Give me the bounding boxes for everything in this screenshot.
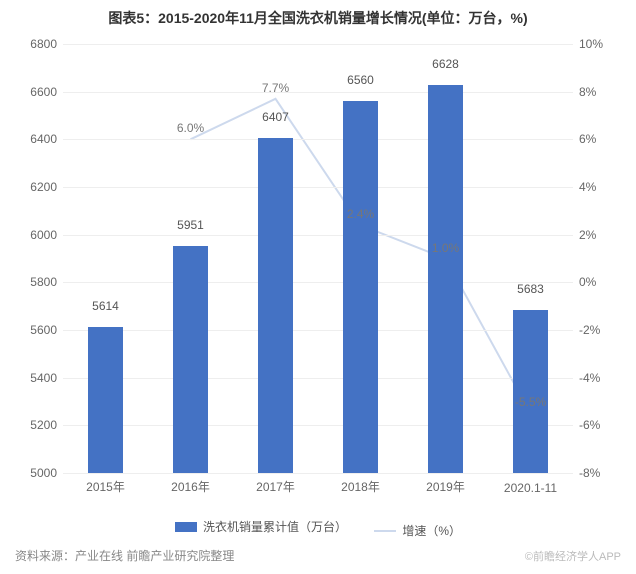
growth-line (63, 44, 573, 473)
y2-tick: 4% (579, 180, 619, 194)
y2-tick: 0% (579, 275, 619, 289)
bar (428, 85, 464, 473)
y2-tick: -2% (579, 323, 619, 337)
source-text: 资料来源：产业在线 前瞻产业研究院整理 (15, 547, 234, 564)
watermark-text: ©前瞻经济学人APP (525, 548, 621, 564)
y2-tick: -4% (579, 371, 619, 385)
gridline (63, 282, 573, 283)
line-value-label: 6.0% (177, 121, 204, 135)
gridline (63, 235, 573, 236)
gridline (63, 473, 573, 474)
gridline (63, 187, 573, 188)
y2-tick: 8% (579, 85, 619, 99)
bar (343, 101, 379, 473)
gridline (63, 378, 573, 379)
line-value-label: 7.7% (262, 81, 289, 95)
y1-tick: 6600 (17, 85, 57, 99)
bar-value-label: 6407 (262, 110, 289, 124)
x-tick: 2015年 (86, 478, 125, 495)
bar-value-label: 5614 (92, 299, 119, 313)
y1-tick: 5600 (17, 323, 57, 337)
y2-tick: -8% (579, 466, 619, 480)
bar (173, 246, 209, 473)
legend-line: 增速（%） (374, 522, 461, 539)
gridline (63, 425, 573, 426)
legend-bar-label: 洗衣机销量累计值（万台） (203, 518, 347, 535)
y1-tick: 5800 (17, 275, 57, 289)
line-value-label: 1.0% (432, 240, 459, 254)
gridline (63, 92, 573, 93)
legend: 洗衣机销量累计值（万台） 增速（%） (0, 518, 636, 539)
y1-tick: 5000 (17, 466, 57, 480)
y1-tick: 6800 (17, 37, 57, 51)
bar (513, 310, 549, 473)
y1-tick: 5200 (17, 418, 57, 432)
gridline (63, 44, 573, 45)
x-tick: 2016年 (171, 478, 210, 495)
line-swatch (374, 530, 396, 532)
chart-title: 图表5：2015-2020年11月全国洗衣机销量增长情况(单位：万台，%) (0, 0, 636, 28)
x-tick: 2018年 (341, 478, 380, 495)
bar (258, 138, 294, 473)
y1-tick: 5400 (17, 371, 57, 385)
y1-tick: 6400 (17, 132, 57, 146)
y1-tick: 6000 (17, 228, 57, 242)
line-value-label: -5.5% (515, 395, 546, 409)
bar (88, 327, 124, 473)
bar-value-label: 5951 (177, 218, 204, 232)
legend-line-label: 增速（%） (402, 522, 461, 539)
x-tick: 2017年 (256, 478, 295, 495)
bar-value-label: 6560 (347, 73, 374, 87)
gridline (63, 330, 573, 331)
legend-bar: 洗衣机销量累计值（万台） (175, 518, 347, 535)
y1-tick: 6200 (17, 180, 57, 194)
y2-tick: 2% (579, 228, 619, 242)
gridline (63, 139, 573, 140)
bar-value-label: 6628 (432, 57, 459, 71)
chart-container: 5000520054005600580060006200640066006800… (15, 44, 621, 514)
plot-area: 5000520054005600580060006200640066006800… (63, 44, 573, 474)
x-tick: 2019年 (426, 478, 465, 495)
bar-value-label: 5683 (517, 282, 544, 296)
x-tick: 2020.1-11 (504, 481, 557, 495)
bar-swatch (175, 522, 197, 532)
y2-tick: -6% (579, 418, 619, 432)
line-value-label: 2.4% (347, 207, 374, 221)
y2-tick: 6% (579, 132, 619, 146)
y2-tick: 10% (579, 37, 619, 51)
